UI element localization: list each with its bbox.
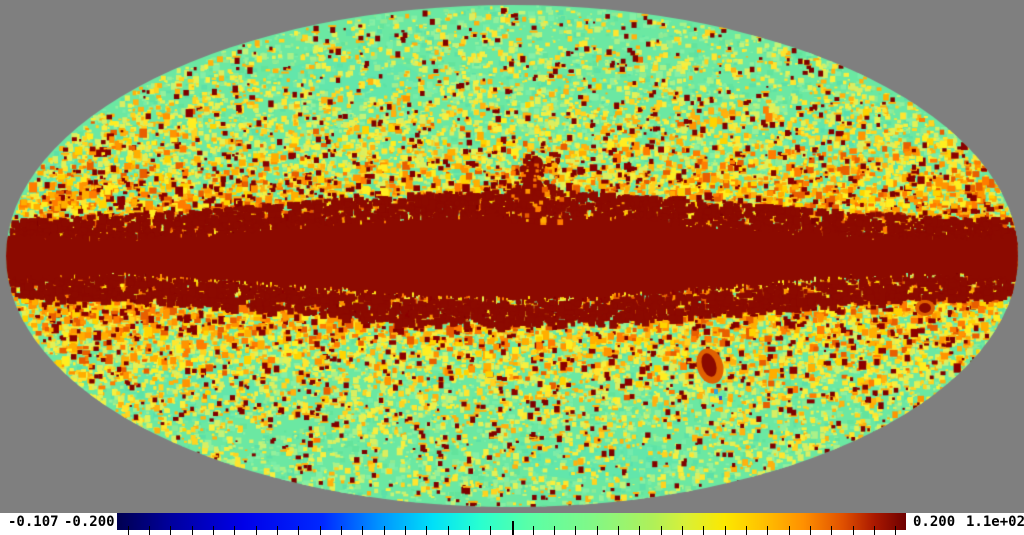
colorbar-scale-min-label: -0.200 <box>64 514 115 530</box>
colorbar-gradient-bar <box>117 513 906 530</box>
colorbar-scale-max-label: 0.200 <box>913 514 956 530</box>
colorbar-data-min-label: -0.107 <box>8 514 59 530</box>
sky-map-canvas <box>0 0 1024 513</box>
colorbar-strip: -0.107 -0.200 0.200 1.1e+02 <box>0 513 1024 535</box>
sky-map-area <box>0 0 1024 513</box>
colorbar-data-max-label: 1.1e+02 <box>966 514 1024 530</box>
